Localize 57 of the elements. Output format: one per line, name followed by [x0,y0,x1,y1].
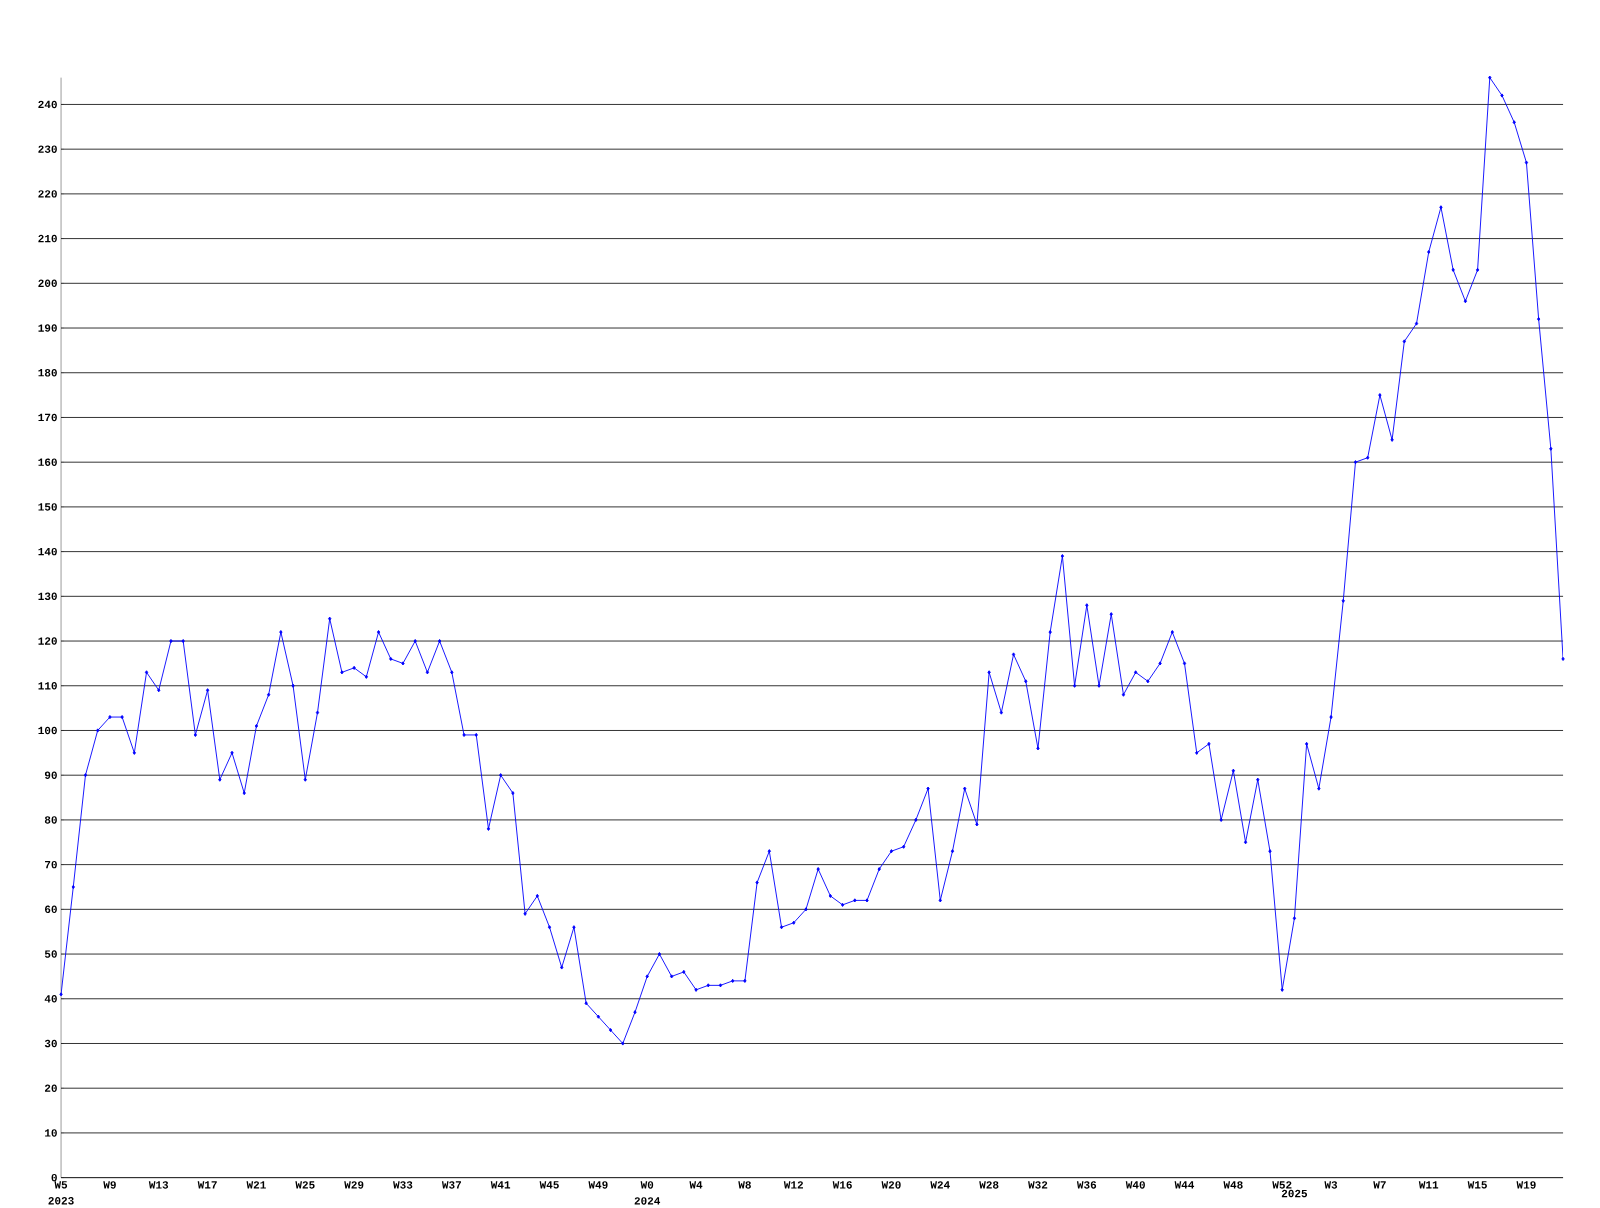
y-tick-label: 40 [44,995,57,1003]
x-tick-label: W15 [1467,1181,1487,1189]
y-tick-label: 130 [38,592,57,601]
y-tick-label: 30 [44,1039,57,1048]
x-tick-label: W19 [1516,1181,1536,1189]
y-tick-label: 0 [51,1173,57,1182]
x-tick-label: W8 [738,1181,751,1189]
y-tick-label: 210 [38,234,57,243]
y-tick-label: 90 [44,771,57,779]
y-tick-label: 140 [38,547,57,556]
y-tick-label: 220 [38,190,57,198]
x-tick-label: W40 [1125,1181,1145,1189]
x-tick-label: W49 [588,1181,608,1189]
x-tick-label: W37 [441,1181,461,1189]
x-tick-label: W45 [539,1181,559,1189]
x-tick-label: W48 [1223,1181,1243,1189]
y-tick-label: 160 [38,458,57,466]
x-tick-label: W33 [393,1181,413,1189]
x-tick-label: W28 [979,1181,999,1189]
x-tick-label: W44 [1174,1181,1195,1189]
y-tick-label: 170 [38,413,57,422]
x-tick-label: W36 [1076,1181,1097,1189]
x-tick-label: W4 [689,1181,703,1189]
y-tick-label: 20 [44,1084,57,1092]
y-tick-label: 230 [38,145,57,153]
y-tick-label: 10 [45,1129,57,1137]
x-tick-label: W3 [1324,1181,1338,1189]
x-tick-label: W20 [881,1181,901,1189]
y-tick-label: 60 [45,905,57,914]
y-tick-label: 100 [38,726,57,735]
x-tick-label: 2025 [1281,1189,1308,1198]
y-tick-label: 80 [44,816,57,824]
y-tick-label: 180 [38,369,57,377]
x-tick-label: W41 [490,1181,511,1189]
y-tick-label: 70 [45,860,57,869]
y-tick-label: 50 [44,950,57,958]
x-tick-label: W13 [148,1181,169,1189]
x-tick-label: W52 [1272,1181,1292,1189]
x-tick-label: W32 [1028,1181,1048,1189]
x-tick-label: W12 [783,1181,803,1189]
x-tick-label: W0 2024 [634,1181,661,1205]
x-tick-label: W9 [103,1181,116,1189]
y-tick-label: 240 [38,100,57,109]
y-tick-label: 120 [38,637,57,645]
y-tick-label: 200 [38,279,57,288]
x-tick-label: W21 [246,1181,266,1189]
x-tick-label: W24 [930,1181,950,1189]
y-tick-label: 150 [38,503,57,511]
x-tick-label: W16 [832,1181,852,1189]
y-tick-label: 110 [38,682,57,690]
x-tick-label: W17 [197,1181,217,1189]
x-tick-label: W25 [295,1181,315,1189]
x-tick-label: W7 [1373,1181,1386,1189]
x-tick-label: W5 2023 [48,1181,74,1205]
x-tick-label: W29 [344,1181,364,1189]
x-tick-label: W11 [1418,1181,1439,1189]
y-tick-label: 190 [38,324,57,332]
